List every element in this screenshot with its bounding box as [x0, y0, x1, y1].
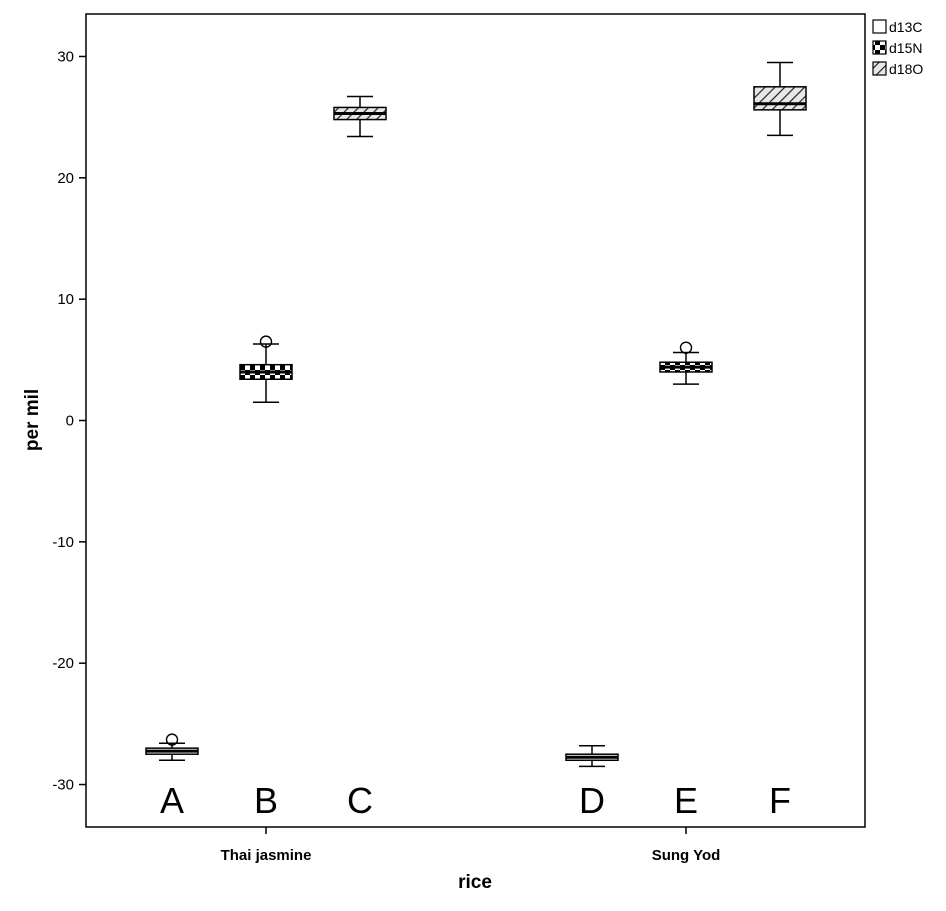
box-body	[753, 86, 807, 111]
y-tick-label: -30	[52, 777, 74, 794]
legend-label: d15N	[889, 40, 922, 56]
y-axis: -30 -20 -10 0 10 20 30	[52, 48, 86, 794]
legend: d13C d15N d18O	[872, 19, 923, 77]
y-axis-title: per mil	[22, 389, 43, 451]
box-series	[145, 61, 807, 768]
y-tick-label: 30	[57, 48, 74, 65]
outlier-point	[259, 335, 273, 348]
y-tick-label: -20	[52, 655, 74, 672]
box-d13C-D	[565, 744, 619, 768]
legend-swatch	[872, 19, 887, 34]
legend-swatch	[872, 40, 887, 55]
box-letter: F	[769, 780, 791, 821]
box-d15N-B	[239, 335, 293, 404]
y-tick-label: 20	[57, 170, 74, 187]
box-d18O-C	[333, 95, 387, 138]
x-axis-title: rice	[458, 872, 492, 893]
outlier-point	[679, 341, 693, 354]
box-letter: E	[674, 780, 698, 821]
legend-label: d13C	[889, 19, 922, 35]
box-letter: D	[579, 780, 605, 821]
box-d15N-E	[659, 341, 713, 385]
legend-swatch	[872, 61, 887, 76]
plot-frame	[85, 13, 866, 828]
x-category-label: Thai jasmine	[221, 847, 312, 864]
box-letter: C	[347, 780, 373, 821]
y-tick-label: -10	[52, 534, 74, 551]
y-tick-label: 10	[57, 291, 74, 308]
y-tick-label: 0	[66, 413, 74, 430]
box-letter-labels: A DB EC F	[160, 780, 791, 821]
outlier-point	[165, 733, 179, 746]
box-letter: B	[254, 780, 278, 821]
x-category-label: Sung Yod	[652, 847, 721, 864]
box-d18O-F	[753, 61, 807, 137]
box-d13C-A	[145, 733, 199, 762]
x-axis: Thai jasmine Sung Yod	[221, 827, 721, 864]
box-letter: A	[160, 780, 184, 821]
legend-label: d18O	[889, 61, 923, 77]
